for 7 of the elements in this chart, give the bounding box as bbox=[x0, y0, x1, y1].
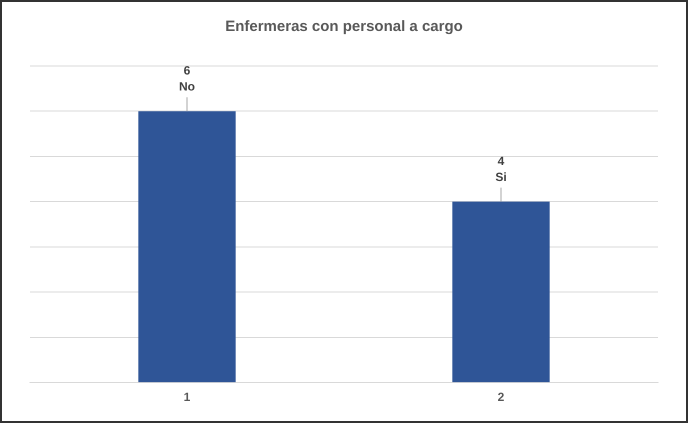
annotation: Si bbox=[495, 170, 507, 184]
x-tick-label: 1 bbox=[184, 390, 191, 404]
x-tick-label: 2 bbox=[498, 390, 505, 404]
data-label: 6 bbox=[184, 64, 191, 78]
data-label: 4 bbox=[498, 154, 505, 168]
chart-title: Enfermeras con personal a cargo bbox=[225, 18, 463, 36]
annotation: No bbox=[179, 80, 195, 94]
